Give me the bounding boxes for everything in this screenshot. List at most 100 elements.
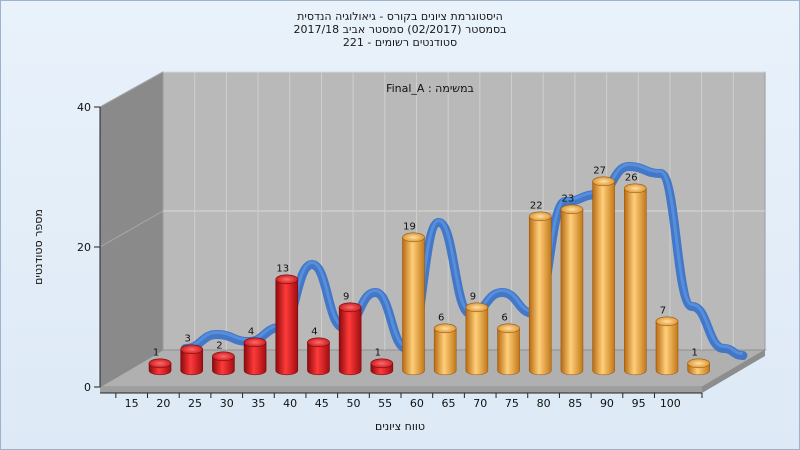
value-label: 4 xyxy=(311,326,317,337)
bar-body xyxy=(465,307,489,376)
bar-top-cap xyxy=(212,351,235,362)
chart-title-line-3: סטודנטים רשומים - 221 xyxy=(342,36,458,49)
gridline-side xyxy=(99,210,164,248)
bar-65: 9 xyxy=(465,291,489,376)
bar-top-cap xyxy=(687,358,710,369)
bar-100: 1 xyxy=(687,347,710,376)
bar-body xyxy=(623,188,647,376)
bar-top-cap xyxy=(623,183,647,194)
bar-body xyxy=(560,209,584,376)
bar-55: 19 xyxy=(402,221,425,376)
x-axis-title: טווח ציונים xyxy=(375,420,425,433)
x-tick-label: 50 xyxy=(346,397,360,410)
bar-45: 9 xyxy=(338,291,362,376)
bar-body xyxy=(528,216,552,376)
bar-50: 1 xyxy=(370,347,394,376)
bar-70: 6 xyxy=(497,312,520,376)
value-label: 6 xyxy=(501,312,507,323)
y-tick-label: 0 xyxy=(84,381,91,394)
value-label: 2 xyxy=(216,340,222,351)
bar-35: 13 xyxy=(275,263,299,376)
x-tick-label: 65 xyxy=(442,397,456,410)
bar-90: 26 xyxy=(623,172,647,376)
bar-body xyxy=(497,328,520,376)
gridlines xyxy=(99,71,765,350)
value-label: 1 xyxy=(375,347,381,358)
bar-25: 2 xyxy=(212,340,235,376)
bar-top-cap xyxy=(465,302,489,313)
x-tick-label: 95 xyxy=(632,397,646,410)
bar-20: 3 xyxy=(180,333,204,376)
bar-top-cap xyxy=(148,358,172,369)
bar-75: 22 xyxy=(528,200,552,376)
bar-body xyxy=(655,321,679,376)
gridline-side xyxy=(99,71,164,108)
bar-top-cap xyxy=(243,337,267,348)
x-tick-label: 35 xyxy=(251,397,265,410)
axes-group: 0 20 40 15 20 25 30 35 40 45 50 55 60 65 70 75 80 85 90 95 1… xyxy=(77,101,703,410)
y-axis-title: מספר סטודנטים xyxy=(32,209,45,285)
bar-top-cap xyxy=(307,337,330,348)
bar-top-cap xyxy=(560,204,584,215)
bar-body xyxy=(307,342,330,376)
value-label: 3 xyxy=(185,333,191,344)
x-tick-label: 30 xyxy=(220,397,234,410)
bar-body xyxy=(180,349,204,376)
x-tick-label: 60 xyxy=(410,397,424,410)
bar-95: 7 xyxy=(655,305,679,376)
bar-85: 27 xyxy=(592,165,615,376)
bar-top-cap xyxy=(433,323,457,334)
value-label: 1 xyxy=(691,347,697,358)
bar-top-cap xyxy=(592,176,615,187)
assignment-annotation: במשימה : Final_A xyxy=(386,82,474,95)
x-tick-label: 80 xyxy=(537,397,551,410)
bar-30: 4 xyxy=(243,326,267,376)
bar-top-cap xyxy=(275,274,299,285)
value-label: 6 xyxy=(438,312,444,323)
bar-body xyxy=(338,307,362,376)
bar-40: 4 xyxy=(307,326,330,376)
bar-15: 1 xyxy=(148,347,172,376)
chart-title-line-2: בסמסטר (02/2017) סמסטר אביב 2017/18 xyxy=(293,23,507,36)
bar-body xyxy=(212,356,235,376)
value-label: 27 xyxy=(593,165,606,176)
bar-60: 6 xyxy=(433,312,457,376)
x-tick-label: 40 xyxy=(283,397,297,410)
value-label: 13 xyxy=(276,263,289,274)
value-label: 23 xyxy=(562,193,575,204)
chart-title: היסטוגרמת ציונים בקורס - גיאולוגיה הנדסי… xyxy=(0,10,800,49)
value-label: 9 xyxy=(470,291,476,302)
x-tick-label: 75 xyxy=(505,397,519,410)
value-label: 22 xyxy=(530,200,543,211)
value-label: 1 xyxy=(153,347,159,358)
x-tick-label: 70 xyxy=(473,397,487,410)
bar-top-cap xyxy=(370,358,394,369)
bar-body xyxy=(275,279,299,376)
bar-body xyxy=(592,181,615,376)
value-label: 26 xyxy=(625,172,638,183)
bar-body xyxy=(243,342,267,376)
bar-top-cap xyxy=(180,344,204,355)
value-label: 4 xyxy=(248,326,254,337)
bar-top-cap xyxy=(497,323,520,334)
x-tick-label: 25 xyxy=(188,397,202,410)
x-tick-label: 90 xyxy=(600,397,614,410)
chart-floor-side-edge xyxy=(702,350,765,393)
value-label: 9 xyxy=(343,291,349,302)
y-tick-label: 20 xyxy=(77,241,91,254)
bar-top-cap xyxy=(402,232,425,243)
bar-80: 23 xyxy=(560,193,584,376)
bar-body xyxy=(433,328,457,376)
value-label: 7 xyxy=(660,305,666,316)
value-label: 19 xyxy=(403,221,416,232)
bar-top-cap xyxy=(338,302,362,313)
chart-title-line-1: היסטוגרמת ציונים בקורס - גיאולוגיה הנדסי… xyxy=(297,10,503,23)
bar-top-cap xyxy=(655,316,679,327)
x-tick-label: 15 xyxy=(125,397,139,410)
x-tick-label: 100 xyxy=(660,397,681,410)
bar-body xyxy=(402,237,425,376)
x-tick-label: 55 xyxy=(378,397,392,410)
bar-top-cap xyxy=(528,211,552,222)
